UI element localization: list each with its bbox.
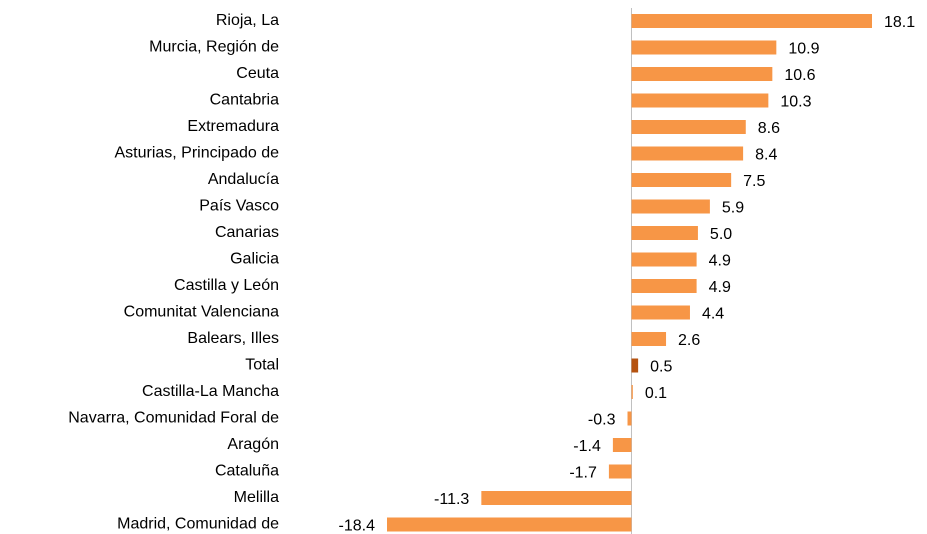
bar xyxy=(612,438,632,452)
bar xyxy=(631,358,639,373)
bar xyxy=(631,14,872,28)
category-label: Andalucía xyxy=(208,171,279,188)
category-label: Navarra, Comunidad Foral de xyxy=(68,410,279,427)
bar xyxy=(631,40,777,55)
category-label: Murcia, Región de xyxy=(149,39,279,56)
bar xyxy=(631,252,697,267)
value-label: 5.0 xyxy=(710,226,732,243)
bar xyxy=(627,411,632,426)
value-label: -1.7 xyxy=(569,465,597,482)
category-label: Aragón xyxy=(227,436,279,453)
category-label: Cataluña xyxy=(215,463,279,480)
bar xyxy=(631,93,769,108)
value-label: 4.9 xyxy=(709,253,731,270)
category-label: Melilla xyxy=(234,489,279,506)
bar xyxy=(631,199,710,214)
value-label: 0.1 xyxy=(645,385,667,402)
bar xyxy=(631,226,698,240)
value-label: 10.6 xyxy=(784,67,815,84)
category-label: Balears, Illes xyxy=(187,330,279,347)
category-label: Total xyxy=(245,357,279,374)
value-label: 10.9 xyxy=(788,41,819,58)
category-label: Rioja, La xyxy=(216,12,279,29)
value-label: 5.9 xyxy=(722,200,744,217)
bar xyxy=(631,305,690,320)
value-label: 4.4 xyxy=(702,306,724,323)
value-label: 8.6 xyxy=(758,120,780,137)
bar xyxy=(631,173,732,187)
value-label: -1.4 xyxy=(573,438,601,455)
bar xyxy=(608,464,632,479)
value-label: 0.5 xyxy=(650,359,672,376)
category-label: Comunitat Valenciana xyxy=(124,304,279,321)
value-label: -0.3 xyxy=(588,412,616,429)
bar xyxy=(481,491,632,505)
value-label: 8.4 xyxy=(755,147,777,164)
bar xyxy=(631,332,667,346)
category-label: Asturias, Principado de xyxy=(114,145,279,162)
category-label: Canarias xyxy=(215,224,279,241)
value-label: 4.9 xyxy=(709,279,731,296)
bar xyxy=(387,517,632,532)
bar xyxy=(631,67,773,81)
bar xyxy=(631,279,697,293)
category-label: Cantabria xyxy=(210,92,279,109)
value-label: 2.6 xyxy=(678,332,700,349)
category-label: Extremadura xyxy=(187,118,279,135)
value-label: 10.3 xyxy=(780,94,811,111)
category-label: Castilla y León xyxy=(174,277,279,294)
category-label: Galicia xyxy=(230,251,279,268)
bar xyxy=(631,120,746,134)
category-label: Madrid, Comunidad de xyxy=(117,516,279,533)
category-label: País Vasco xyxy=(199,198,279,215)
value-label: -11.3 xyxy=(434,491,469,508)
value-label: 18.1 xyxy=(884,14,915,31)
value-label: 7.5 xyxy=(743,173,765,190)
category-label: Ceuta xyxy=(236,65,279,82)
value-label: -18.4 xyxy=(339,518,376,534)
bar xyxy=(631,146,744,161)
category-label: Castilla-La Mancha xyxy=(142,383,279,400)
bar xyxy=(631,385,633,399)
